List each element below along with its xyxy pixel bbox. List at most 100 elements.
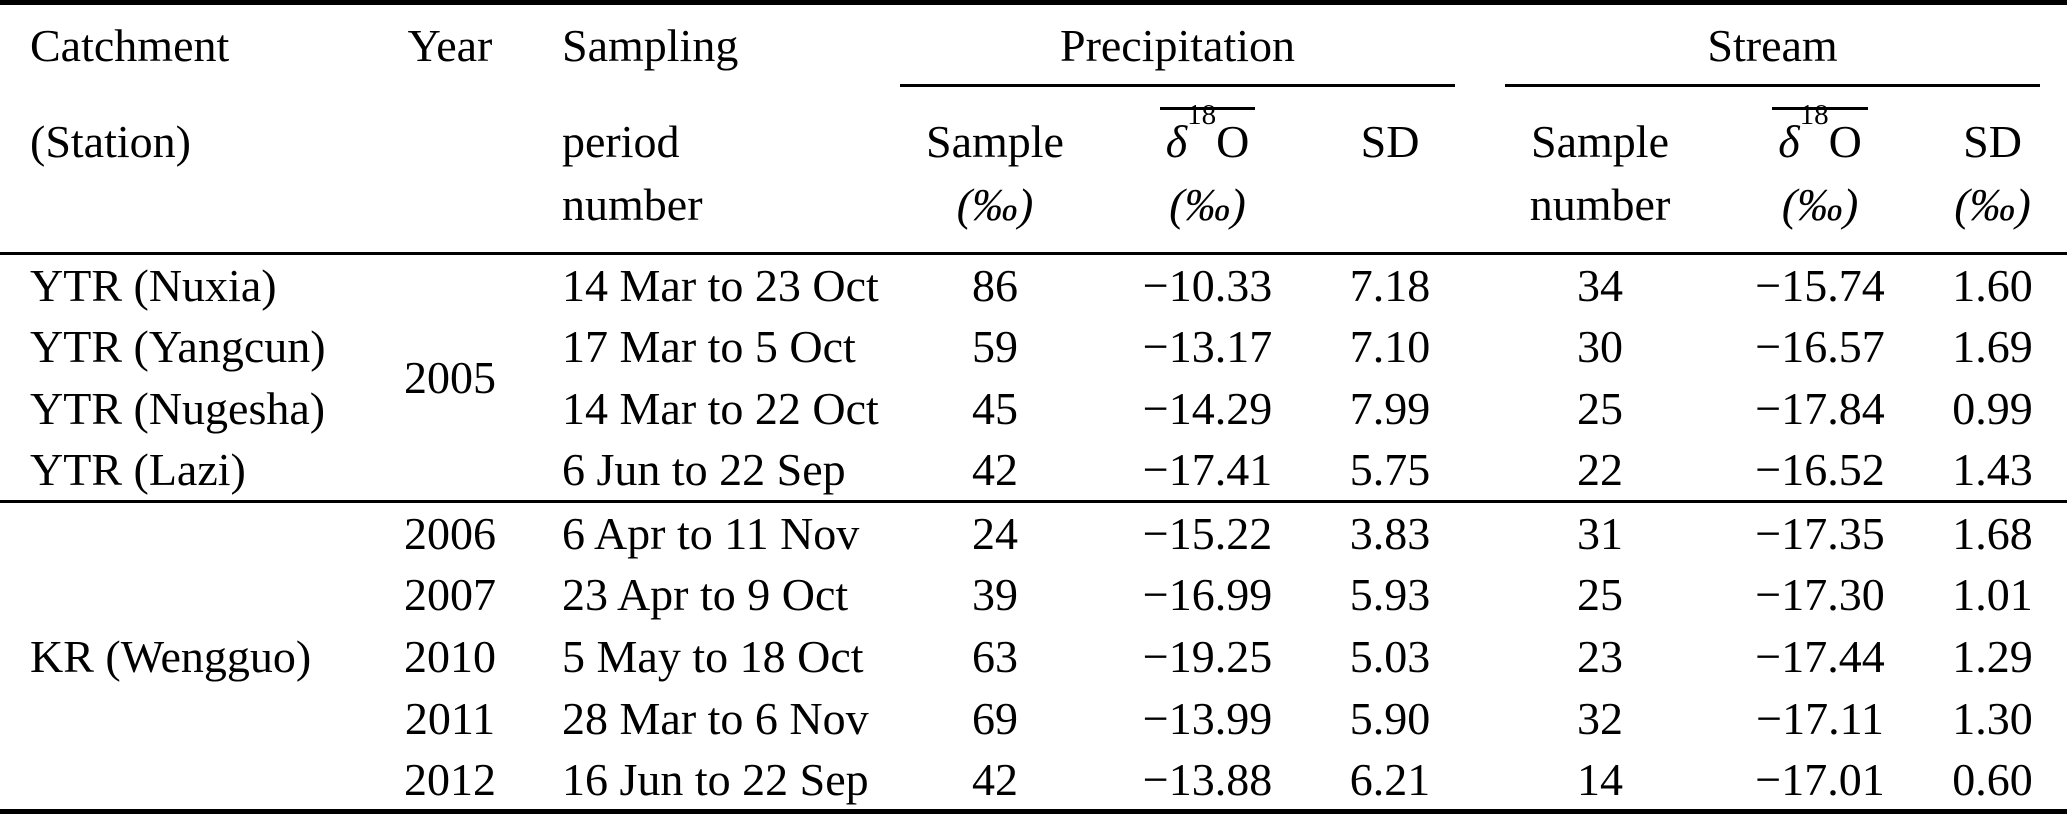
cell-stream-sample: 34 [1577, 259, 1624, 311]
cell-stream-sd: 1.01 [1952, 569, 2033, 620]
cell-precip-sample: 69 [972, 693, 1018, 744]
header-stream-d18o-unit: (‰) [1781, 178, 1859, 230]
right-margin [2040, 750, 2067, 812]
oxygen-symbol: O [1216, 115, 1250, 167]
header-sampling-number: number [562, 178, 703, 230]
header-precip-sample-unit: (‰) [956, 178, 1034, 230]
table-row: YTR (Nuxia) 2005 14 Mar to 23 Oct 86 −10… [0, 254, 2067, 403]
cell-precip-sd: 5.03 [1349, 631, 1431, 682]
table-row: YTR (Nugesha) 14 Mar to 22 Oct 45 −14.29… [0, 378, 2067, 440]
cell-precip-sd: 5.75 [1349, 444, 1431, 496]
cell-stream-d18o: −17.84 [1755, 383, 1885, 434]
column-gap [1455, 316, 1505, 378]
cell-stream-sd: 1.30 [1952, 693, 2033, 744]
column-gap [1455, 440, 1505, 502]
header-stream-sample: Sample [1531, 115, 1670, 167]
cell-stream-sd: 1.68 [1952, 507, 2033, 559]
header-sampling-period: period [562, 115, 680, 167]
column-gap [1455, 3, 1505, 86]
cell-precip-d18o: −10.33 [1142, 259, 1273, 311]
cell-precip-sample: 42 [972, 753, 1018, 805]
cell-station: YTR (Nugesha) [30, 383, 326, 434]
header-stream-sample-number: number [1529, 178, 1671, 230]
header-group-stream: Stream [1505, 2, 2041, 87]
cell-precip-d18o: −17.41 [1142, 444, 1273, 496]
right-margin [2040, 440, 2067, 502]
table-row: 2012 16 Jun to 22 Sep 42 −13.88 6.21 14 … [0, 750, 2067, 812]
cell-stream-d18o: −17.01 [1755, 753, 1885, 805]
cell-stream-sd: 0.60 [1952, 753, 2033, 805]
column-gap [1455, 170, 1505, 254]
right-margin [2040, 564, 2067, 626]
cell-year: 2012 [404, 753, 496, 805]
cell-precip-sample: 24 [972, 507, 1018, 559]
cell-precip-d18o: −13.17 [1142, 321, 1273, 372]
header-stream-sd: SD [1963, 115, 2022, 167]
header-catchment: Catchment [30, 20, 230, 71]
right-margin [2040, 502, 2067, 564]
cell-year: 2011 [404, 693, 496, 744]
cell-period: 6 Jun to 22 Sep [562, 444, 846, 496]
cell-period: 14 Mar to 22 Oct [562, 383, 879, 434]
cell-station-kr-wengguo: KR (Wengguo) [30, 630, 312, 682]
isotope-18-superscript: 18 [1187, 99, 1217, 132]
cell-precip-sample: 59 [972, 321, 1018, 372]
cell-precip-sd: 7.10 [1349, 321, 1431, 372]
cell-precip-sample: 86 [972, 259, 1018, 311]
header-sampling: Sampling [562, 20, 739, 71]
cell-stream-sample: 14 [1577, 753, 1624, 805]
cell-stream-sd: 1.69 [1952, 321, 2033, 372]
column-gap [1455, 502, 1505, 564]
empty-cell [395, 86, 505, 170]
cell-stream-d18o: −15.74 [1755, 259, 1885, 311]
cell-period: 6 Apr to 11 Nov [562, 507, 860, 559]
column-gap [1455, 564, 1505, 626]
d18o-mean-overline: δ18O [1772, 101, 1868, 167]
cell-precip-sd: 7.99 [1349, 383, 1431, 434]
delta-symbol: δ [1778, 115, 1800, 167]
right-margin [2040, 3, 2067, 86]
table-row: 2010 5 May to 18 Oct 63 −19.25 5.03 23 −… [0, 626, 2067, 688]
cell-precip-d18o: −19.25 [1142, 631, 1273, 682]
cell-precip-sd: 7.18 [1349, 259, 1431, 311]
cell-precip-d18o: −13.99 [1142, 693, 1273, 744]
table-row: YTR (Yangcun) 17 Mar to 5 Oct 59 −13.17 … [0, 316, 2067, 378]
cell-stream-sd: 1.43 [1952, 444, 2033, 496]
cell-year: 2010 [404, 631, 496, 682]
delta-symbol: δ [1165, 115, 1188, 167]
cell-year: 2006 [404, 507, 496, 559]
column-gap [1455, 86, 1505, 170]
cell-stream-sample: 22 [1577, 444, 1624, 496]
header-precip-d18o: δ18O [1090, 86, 1325, 170]
table-row: KR (Wengguo) 2006 6 Apr to 11 Nov 24 −15… [0, 502, 2067, 682]
cell-period: 28 Mar to 6 Nov [562, 693, 869, 744]
right-margin [2040, 316, 2067, 378]
cell-precip-d18o: −15.22 [1142, 507, 1273, 559]
cell-precip-sample: 39 [972, 569, 1018, 620]
header-precip-sample: Sample [926, 115, 1064, 167]
cell-stream-sd: 1.60 [1952, 259, 2033, 311]
right-margin [2040, 688, 2067, 750]
column-gap [1455, 750, 1505, 812]
cell-period: 14 Mar to 23 Oct [562, 259, 879, 311]
oxygen-symbol: O [1828, 115, 1862, 167]
header-row-3: number (‰) (‰) number (‰) (‰) [0, 170, 2067, 254]
table-row: YTR (Lazi) 6 Jun to 22 Sep 42 −17.41 5.7… [0, 440, 2067, 502]
cell-precip-d18o: −14.29 [1142, 383, 1273, 434]
cell-stream-sd: 1.29 [1952, 631, 2033, 682]
cell-stream-sample: 25 [1577, 569, 1624, 620]
cell-precip-sd: 3.83 [1349, 507, 1431, 559]
isotope-18-superscript: 18 [1799, 99, 1829, 132]
cell-precip-sample: 42 [972, 444, 1018, 496]
header-stream-d18o: δ18O [1695, 86, 1945, 170]
cell-stream-sample: 30 [1577, 321, 1624, 372]
table-row: 2011 28 Mar to 6 Nov 69 −13.99 5.90 32 −… [0, 688, 2067, 750]
header-precip-sd: SD [1360, 115, 1420, 167]
right-margin [2040, 378, 2067, 440]
cell-year: 2007 [404, 569, 496, 620]
header-row-1: Catchment Year Sampling Precipitation St… [0, 2, 2067, 87]
header-group-precipitation: Precipitation [900, 2, 1456, 87]
cell-precip-sd: 5.93 [1349, 569, 1431, 620]
cell-station: YTR (Lazi) [30, 444, 246, 496]
